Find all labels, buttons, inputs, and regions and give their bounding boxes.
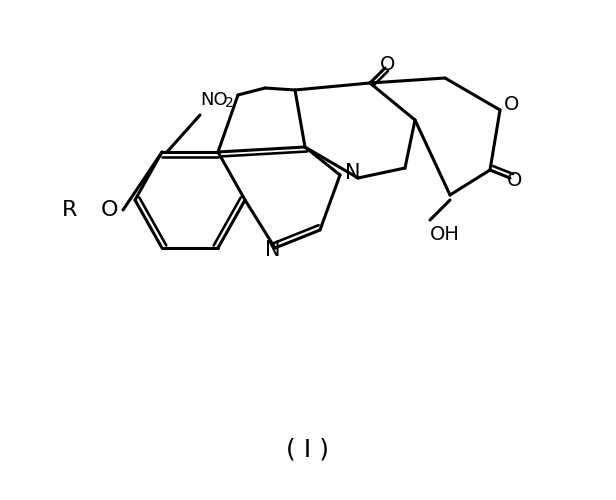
Text: ( I ): ( I ) [286, 438, 330, 462]
Text: N: N [345, 163, 361, 183]
Text: NO: NO [200, 91, 228, 109]
Text: OH: OH [430, 226, 460, 244]
Text: O: O [380, 56, 395, 74]
Text: O: O [101, 200, 119, 220]
Text: 2: 2 [225, 96, 233, 110]
Text: O: O [505, 96, 520, 114]
Text: N: N [265, 240, 281, 260]
Text: O: O [508, 170, 523, 190]
Text: R: R [62, 200, 78, 220]
